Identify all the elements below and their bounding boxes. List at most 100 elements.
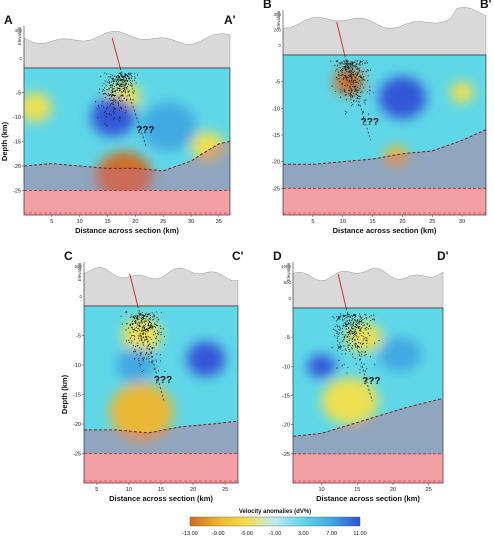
panel-b-hypocentre xyxy=(355,73,357,75)
panel-c-hypocentre xyxy=(129,317,132,319)
panel-c-hypocentre xyxy=(144,315,146,317)
panel-d-velocity-field xyxy=(293,308,443,483)
panel-a-hypocentre xyxy=(119,85,121,87)
panel-b-hypocentre xyxy=(346,111,348,113)
panel-c-hypocentre xyxy=(126,340,128,342)
panel-c-hypocentre xyxy=(145,312,147,314)
panel-b-hypocentre xyxy=(361,91,363,93)
panel-d-hypocentre xyxy=(358,323,360,325)
panel-c-x-tick-label: 15 xyxy=(158,487,164,493)
panel-d-hypocentre xyxy=(359,330,361,332)
panel-c-anomaly xyxy=(116,347,155,383)
panel-a-hypocentre xyxy=(123,77,125,79)
panel-a-hypocentre xyxy=(106,81,108,83)
panel-b-hypocentre xyxy=(350,70,352,72)
panel-d-hypocentre xyxy=(338,332,340,334)
panel-b-hypocentre xyxy=(344,94,346,96)
panel-c-hypocentre xyxy=(134,357,136,359)
panel-c-hypocentre xyxy=(143,321,145,323)
panel-c-hypocentre xyxy=(142,360,144,362)
panel-d-hypocentre xyxy=(349,333,351,335)
panel-d-hypocentre xyxy=(347,320,349,322)
panel-b-hypocentre xyxy=(339,81,341,83)
panel-b-hypocentre xyxy=(352,80,355,82)
panel-a-hypocentre xyxy=(134,77,136,79)
panel-d-hypocentre xyxy=(354,328,356,330)
panel-d-hypocentre xyxy=(366,337,368,339)
panel-c-hypocentre xyxy=(141,330,143,333)
panel-b-hypocentre xyxy=(366,91,368,93)
panel-a-hypocentre xyxy=(105,108,107,110)
panel-b-hypocentre xyxy=(348,81,350,83)
panel-d-anomaly xyxy=(307,354,336,379)
panel-a-label-right: A' xyxy=(224,13,236,27)
panel-d-hypocentre xyxy=(351,333,353,335)
panel-c-hypocentre xyxy=(135,326,137,328)
panel-a-hypocentre xyxy=(112,100,114,102)
panel-c-hypocentre xyxy=(142,315,145,317)
panel-a-hypocentre xyxy=(114,79,116,81)
panel-d-hypocentre xyxy=(364,370,366,372)
panel-d-hypocentre xyxy=(347,322,350,324)
panel-a-hypocentre xyxy=(108,89,110,91)
panel-b-hypocentre xyxy=(342,78,345,80)
panel-b-hypocentre xyxy=(345,68,348,70)
panel-b-hypocentre xyxy=(341,74,343,76)
panel-b-hypocentre xyxy=(356,62,358,64)
panel-b-hypocentre xyxy=(361,61,363,63)
panel-c-hypocentre xyxy=(151,312,153,314)
panel-b-hypocentre xyxy=(358,82,360,84)
panel-c-hypocentre xyxy=(143,357,145,359)
panel-a-hypocentre xyxy=(130,75,132,77)
panel-d-hypocentre xyxy=(365,353,367,356)
panel-b-hypocentre xyxy=(359,88,361,90)
panel-c-hypocentre xyxy=(141,326,143,328)
panel-a-hypocentre xyxy=(101,90,103,92)
panel-b-hypocentre xyxy=(356,89,358,91)
panel-d-unknown-label: ??? xyxy=(362,376,380,387)
panel-c-hypocentre xyxy=(144,338,146,341)
panel-c-hypocentre xyxy=(152,319,154,321)
panel-c-hypocentre xyxy=(140,332,142,334)
panel-a-hypocentre xyxy=(113,117,115,119)
panel-a-hypocentre xyxy=(131,76,133,78)
panel-a-hypocentre xyxy=(114,95,116,97)
panel-c-hypocentre xyxy=(146,352,148,354)
panel-d-hypocentre xyxy=(343,322,345,324)
panel-c-hypocentre xyxy=(160,332,162,334)
panel-d-hypocentre xyxy=(346,372,348,374)
panel-c-hypocentre xyxy=(143,336,145,338)
panel-c-hypocentre xyxy=(146,338,148,340)
panel-b-x-axis-title: Distance across section (km) xyxy=(333,226,437,235)
panel-a-hypocentre xyxy=(118,109,120,111)
panel-a-hypocentre xyxy=(119,100,121,102)
panel-c-hypocentre xyxy=(134,328,136,330)
panel-b-hypocentre xyxy=(349,96,352,98)
panel-b-hypocentre xyxy=(349,93,352,95)
panel-a-hypocentre xyxy=(124,90,127,92)
panel-a-hypocentre xyxy=(125,92,127,94)
panel-a-hypocentre xyxy=(119,72,121,74)
panel-d-hypocentre xyxy=(347,366,349,368)
panel-a-hypocentre xyxy=(111,84,113,86)
panel-b-velocity-field xyxy=(283,55,486,215)
panel-c-hypocentre xyxy=(155,342,157,344)
panel-a-hypocentre xyxy=(123,89,125,91)
panel-d-hypocentre xyxy=(347,335,349,337)
panel-a-hypocentre xyxy=(128,73,130,75)
panel-b-hypocentre xyxy=(350,88,353,90)
legend-tick-label: -1.00 xyxy=(269,531,282,537)
panel-d-hypocentre xyxy=(368,316,371,318)
panel-a-hypocentre xyxy=(113,95,115,97)
panel-c-hypocentre xyxy=(145,338,147,341)
panel-a-hypocentre xyxy=(97,117,99,119)
panel-a-hypocentre xyxy=(118,83,120,85)
panel-b-anomaly xyxy=(378,76,427,119)
panel-b-hypocentre xyxy=(351,89,353,91)
panel-c-hypocentre xyxy=(139,365,141,367)
panel-b-hypocentre xyxy=(342,67,344,69)
panel-b-hypocentre xyxy=(339,63,341,65)
